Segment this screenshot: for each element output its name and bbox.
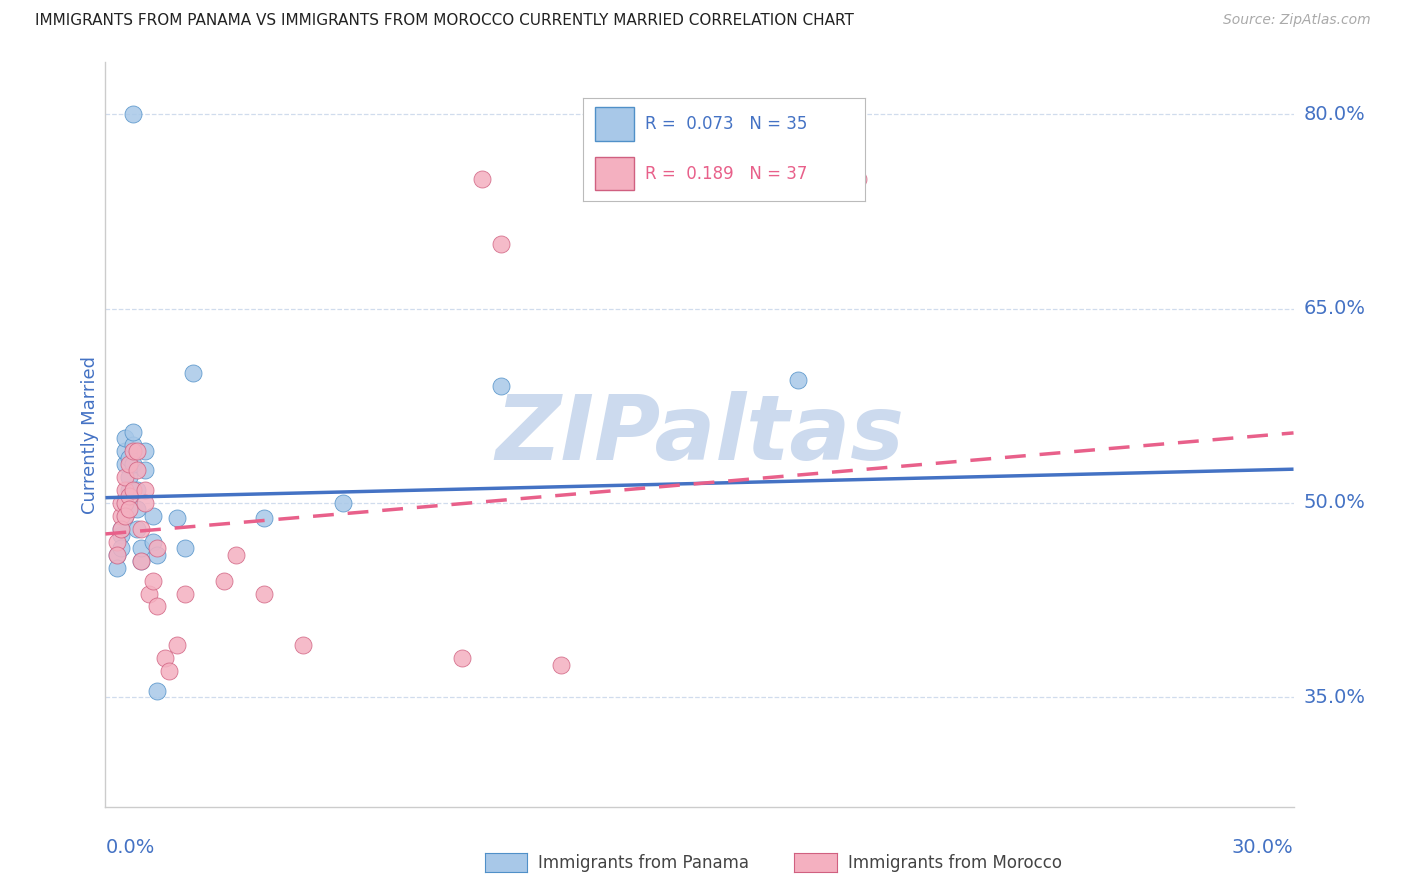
Point — [146, 541, 169, 556]
Point — [157, 665, 180, 679]
Point — [153, 651, 176, 665]
Point — [105, 548, 128, 562]
Point — [146, 599, 169, 614]
Point — [110, 522, 132, 536]
Text: 80.0%: 80.0% — [1303, 104, 1365, 124]
Point — [110, 496, 132, 510]
Point — [114, 508, 136, 523]
Point — [129, 554, 152, 568]
Point — [173, 541, 195, 556]
Point — [118, 489, 141, 503]
Point — [471, 172, 494, 186]
Text: Immigrants from Morocco: Immigrants from Morocco — [848, 854, 1062, 871]
Point — [138, 586, 160, 600]
Point — [105, 548, 128, 562]
Point — [127, 463, 149, 477]
Point — [127, 502, 149, 516]
Point — [118, 470, 141, 484]
Point — [127, 522, 149, 536]
FancyBboxPatch shape — [595, 157, 634, 190]
FancyBboxPatch shape — [595, 107, 634, 141]
Point — [181, 367, 204, 381]
Point — [142, 574, 165, 588]
Point — [253, 586, 276, 600]
Point — [450, 651, 472, 665]
Text: Source: ZipAtlas.com: Source: ZipAtlas.com — [1223, 13, 1371, 28]
Text: Immigrants from Panama: Immigrants from Panama — [538, 854, 749, 871]
Point — [787, 373, 810, 387]
Point — [105, 560, 128, 574]
Point — [129, 522, 152, 536]
Point — [110, 522, 132, 536]
Y-axis label: Currently Married: Currently Married — [80, 356, 98, 514]
Point — [127, 444, 149, 458]
Point — [146, 548, 169, 562]
Point — [134, 483, 156, 497]
Point — [110, 508, 132, 523]
Text: R =  0.189   N = 37: R = 0.189 N = 37 — [645, 164, 807, 183]
Point — [129, 541, 152, 556]
Point — [122, 107, 145, 121]
Point — [114, 483, 136, 497]
Point — [114, 508, 136, 523]
Point — [491, 379, 513, 393]
Text: 35.0%: 35.0% — [1303, 688, 1365, 706]
Point — [173, 586, 195, 600]
Text: 0.0%: 0.0% — [105, 838, 155, 857]
Point — [122, 425, 145, 439]
Point — [114, 431, 136, 445]
Point — [114, 470, 136, 484]
Text: 65.0%: 65.0% — [1303, 299, 1365, 318]
Point — [114, 444, 136, 458]
Point — [142, 508, 165, 523]
Point — [292, 638, 315, 652]
Point — [253, 511, 276, 525]
Point — [118, 483, 141, 497]
Point — [122, 483, 145, 497]
Point — [134, 463, 156, 477]
Point — [122, 457, 145, 471]
Point — [225, 548, 247, 562]
Text: IMMIGRANTS FROM PANAMA VS IMMIGRANTS FROM MOROCCO CURRENTLY MARRIED CORRELATION : IMMIGRANTS FROM PANAMA VS IMMIGRANTS FRO… — [35, 13, 853, 29]
Point — [129, 554, 152, 568]
Text: 50.0%: 50.0% — [1303, 493, 1365, 512]
Point — [214, 574, 236, 588]
Point — [114, 496, 136, 510]
Text: R =  0.073   N = 35: R = 0.073 N = 35 — [645, 115, 807, 133]
Point — [134, 496, 156, 510]
Point — [134, 444, 156, 458]
Point — [114, 457, 136, 471]
Point — [127, 483, 149, 497]
Point — [110, 541, 132, 556]
Text: 30.0%: 30.0% — [1232, 838, 1294, 857]
Point — [846, 172, 869, 186]
Point — [491, 236, 513, 251]
Point — [332, 496, 354, 510]
Point — [122, 437, 145, 451]
Point — [122, 444, 145, 458]
Point — [118, 457, 141, 471]
Text: ZIPaltas: ZIPaltas — [495, 391, 904, 479]
Point — [118, 450, 141, 465]
Point — [142, 534, 165, 549]
Point — [166, 638, 188, 652]
Point — [146, 683, 169, 698]
Point — [166, 511, 188, 525]
Point — [114, 496, 136, 510]
Point — [110, 528, 132, 542]
Point — [550, 657, 572, 672]
Point — [118, 502, 141, 516]
Point — [105, 534, 128, 549]
